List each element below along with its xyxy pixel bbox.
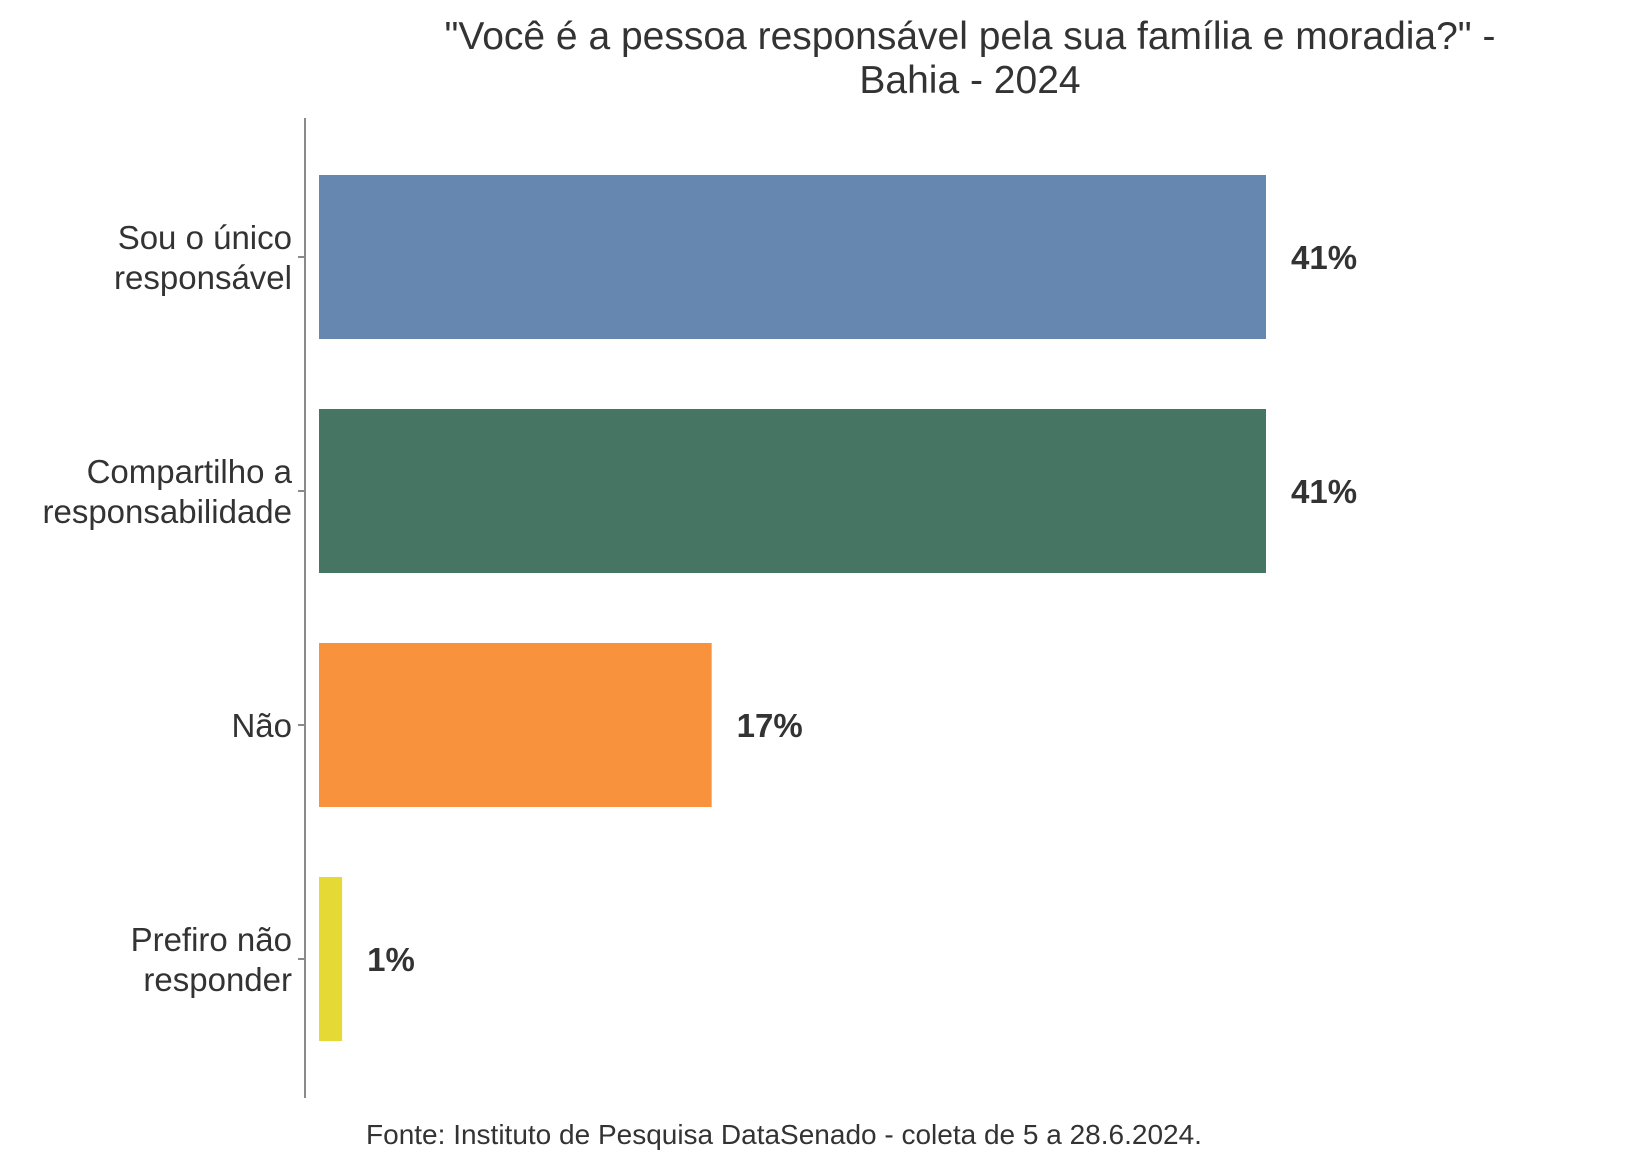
bars bbox=[319, 175, 1266, 1041]
value-label-2: 17% bbox=[737, 707, 803, 744]
bar-2 bbox=[319, 643, 712, 807]
chart-title: "Você é a pessoa responsável pela sua fa… bbox=[445, 15, 1496, 102]
value-labels: 41% 41% 17% 1% bbox=[367, 239, 1357, 978]
value-label-3: 1% bbox=[367, 941, 415, 978]
source-note: Fonte: Instituto de Pesquisa DataSenado … bbox=[366, 1119, 1202, 1150]
value-label-1: 41% bbox=[1291, 473, 1357, 510]
category-label-0-line-0: Sou o único bbox=[118, 219, 292, 256]
chart-title-line-2: Bahia - 2024 bbox=[859, 59, 1080, 102]
category-label-1-line-0: Compartilho a bbox=[87, 453, 293, 490]
bar-0 bbox=[319, 175, 1266, 339]
value-label-0: 41% bbox=[1291, 239, 1357, 276]
category-label-3-line-0: Prefiro não bbox=[131, 921, 292, 958]
category-label-1-line-1: responsabilidade bbox=[42, 493, 292, 530]
bar-1 bbox=[319, 409, 1266, 573]
chart-title-line-1: "Você é a pessoa responsável pela sua fa… bbox=[445, 15, 1496, 58]
y-axis-ticks bbox=[298, 256, 305, 960]
bar-3 bbox=[319, 877, 343, 1041]
category-label-2-line-0: Não bbox=[231, 707, 292, 744]
category-label-3-line-1: responder bbox=[143, 961, 292, 998]
category-label-0-line-1: responsável bbox=[114, 259, 292, 296]
